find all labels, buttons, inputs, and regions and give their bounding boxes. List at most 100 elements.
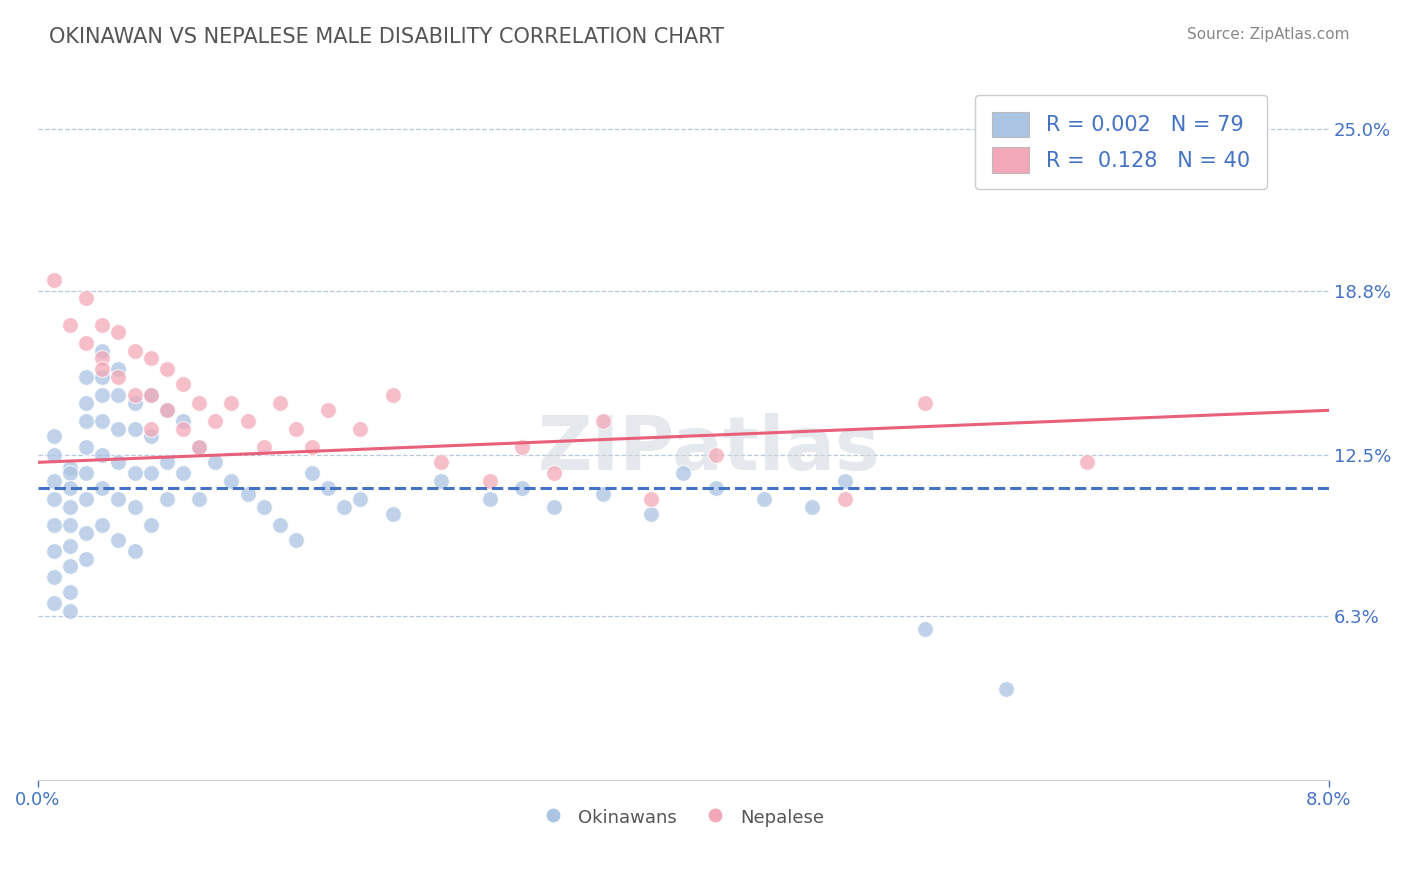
Point	[139, 388, 162, 402]
Text: OKINAWAN VS NEPALESE MALE DISABILITY CORRELATION CHART: OKINAWAN VS NEPALESE MALE DISABILITY COR…	[49, 27, 724, 46]
Point	[59, 460, 82, 475]
Point	[59, 603, 82, 617]
Text: ZIPatlas: ZIPatlas	[538, 413, 880, 486]
Point	[139, 388, 162, 402]
Point	[75, 292, 97, 306]
Point	[316, 403, 339, 417]
Point	[107, 421, 129, 435]
Point	[284, 533, 307, 548]
Point	[188, 440, 211, 454]
Point	[156, 403, 179, 417]
Point	[333, 500, 356, 514]
Point	[42, 429, 65, 443]
Point	[59, 500, 82, 514]
Point	[914, 622, 936, 636]
Point	[914, 395, 936, 409]
Point	[704, 481, 727, 495]
Point	[107, 369, 129, 384]
Point	[156, 361, 179, 376]
Point	[139, 466, 162, 480]
Point	[236, 414, 259, 428]
Point	[349, 491, 371, 506]
Point	[139, 429, 162, 443]
Point	[59, 318, 82, 332]
Point	[107, 326, 129, 340]
Point	[221, 395, 243, 409]
Point	[592, 486, 614, 500]
Point	[221, 474, 243, 488]
Point	[543, 500, 565, 514]
Point	[510, 481, 533, 495]
Point	[91, 318, 114, 332]
Point	[75, 551, 97, 566]
Point	[381, 508, 404, 522]
Point	[124, 343, 146, 358]
Point	[139, 517, 162, 532]
Point	[253, 440, 276, 454]
Point	[316, 481, 339, 495]
Point	[59, 517, 82, 532]
Point	[91, 369, 114, 384]
Text: Source: ZipAtlas.com: Source: ZipAtlas.com	[1187, 27, 1350, 42]
Point	[75, 369, 97, 384]
Point	[91, 448, 114, 462]
Point	[59, 585, 82, 599]
Point	[672, 466, 695, 480]
Point	[269, 517, 291, 532]
Point	[75, 440, 97, 454]
Point	[124, 388, 146, 402]
Point	[75, 491, 97, 506]
Point	[301, 440, 323, 454]
Point	[253, 500, 276, 514]
Point	[236, 486, 259, 500]
Point	[543, 466, 565, 480]
Point	[124, 543, 146, 558]
Point	[204, 455, 226, 469]
Legend: Okinawans, Nepalese: Okinawans, Nepalese	[536, 800, 831, 834]
Point	[640, 491, 662, 506]
Point	[124, 466, 146, 480]
Point	[995, 681, 1018, 696]
Point	[75, 335, 97, 350]
Point	[91, 361, 114, 376]
Point	[834, 491, 856, 506]
Point	[59, 559, 82, 574]
Point	[139, 421, 162, 435]
Point	[752, 491, 775, 506]
Point	[42, 448, 65, 462]
Point	[592, 414, 614, 428]
Point	[704, 448, 727, 462]
Point	[172, 377, 194, 392]
Point	[91, 388, 114, 402]
Point	[349, 421, 371, 435]
Point	[156, 455, 179, 469]
Point	[91, 517, 114, 532]
Point	[75, 525, 97, 540]
Point	[156, 491, 179, 506]
Point	[107, 491, 129, 506]
Point	[75, 466, 97, 480]
Point	[430, 455, 453, 469]
Point	[834, 474, 856, 488]
Point	[91, 414, 114, 428]
Point	[42, 570, 65, 584]
Point	[156, 403, 179, 417]
Point	[172, 414, 194, 428]
Point	[42, 491, 65, 506]
Point	[124, 500, 146, 514]
Point	[381, 388, 404, 402]
Point	[430, 474, 453, 488]
Point	[42, 474, 65, 488]
Point	[59, 481, 82, 495]
Point	[188, 395, 211, 409]
Point	[91, 351, 114, 366]
Point	[107, 388, 129, 402]
Point	[42, 273, 65, 287]
Point	[59, 466, 82, 480]
Point	[124, 421, 146, 435]
Point	[188, 440, 211, 454]
Point	[1076, 455, 1098, 469]
Point	[107, 361, 129, 376]
Point	[640, 508, 662, 522]
Point	[91, 481, 114, 495]
